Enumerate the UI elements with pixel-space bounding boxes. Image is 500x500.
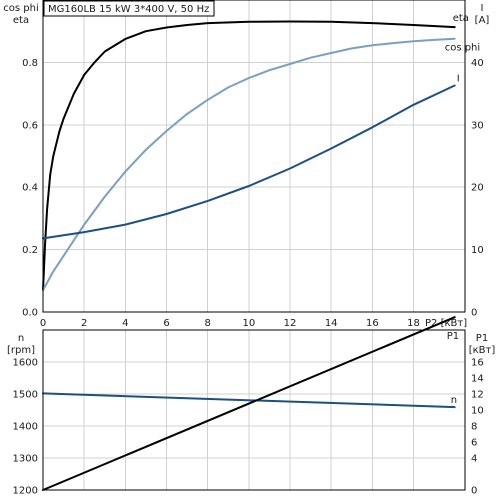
top-left-axis-title-line1: cos phi (3, 3, 38, 14)
top-grid (43, 0, 465, 312)
n-series-label: n (451, 395, 457, 406)
bottom-right-tick-label: 10 (471, 406, 484, 417)
bottom-right-tick-label: 6 (471, 438, 477, 449)
bottom-right-tick-label: 12 (471, 390, 484, 401)
bottom-left-axis-title-line1: n (18, 333, 24, 344)
x-axis-title: P2 [кВт] (425, 318, 467, 329)
bottom-right-tick-label: 14 (471, 374, 484, 385)
x-tick-label: 8 (204, 318, 210, 329)
bottom-left-tick-label: 1200 (13, 486, 38, 497)
top-curves: eta cos phi I (42, 13, 480, 292)
top-left-tick-label: 0.8 (22, 58, 38, 69)
bottom-plot-frame (42, 329, 466, 491)
x-tick-label: 12 (284, 318, 297, 329)
bottom-right-axis-title-line2: [кВт] (469, 345, 496, 356)
top-tick-labels: 0 2 4 6 8 10 12 14 16 18 0.0 0.2 0.4 0.6 0.8 0 10 20 30 40 (22, 58, 484, 329)
top-right-tick-label: 10 (471, 245, 484, 256)
top-plot-frame (42, 0, 466, 313)
cos-phi-series-label: cos phi (445, 43, 480, 54)
bottom-right-tick-label: 16 (471, 358, 484, 369)
top-right-tick-label: 0 (471, 308, 477, 319)
cos-phi-curve (42, 37, 456, 292)
eta-series-label: eta (453, 13, 469, 24)
bottom-curves: n P1 (42, 316, 459, 491)
eta-curve (42, 20, 456, 292)
x-tick-label: 0 (40, 318, 46, 329)
bottom-right-tick-label: 4 (471, 454, 477, 465)
p1-series-label: P1 (447, 331, 459, 342)
bottom-grid (42, 330, 465, 490)
x-tick-label: 16 (366, 318, 379, 329)
title-box (43, 0, 215, 17)
i-curve (42, 84, 456, 240)
bottom-right-tick-label: 8 (471, 422, 477, 433)
x-tick-label: 18 (407, 318, 420, 329)
bottom-right-tick-label: 0 (471, 486, 477, 497)
chart-title: MG160LB 15 kW 3*400 V, 50 Hz (48, 4, 209, 15)
x-tick-label: 6 (163, 318, 169, 329)
bottom-right-axis-title-line1: P1 (476, 333, 488, 344)
x-tick-label: 14 (325, 318, 338, 329)
bottom-tick-labels: 1200 1300 1400 1500 1600 0 4 6 8 10 12 14 16 (13, 358, 484, 497)
x-tick-label: 4 (122, 318, 128, 329)
top-left-tick-label: 0.2 (22, 245, 38, 256)
n-curve (42, 392, 456, 409)
bottom-left-tick-label: 1600 (13, 358, 38, 369)
bottom-left-tick-label: 1300 (13, 454, 38, 465)
bottom-left-tick-label: 1500 (13, 390, 38, 401)
top-right-tick-label: 40 (471, 58, 484, 69)
p1-curve (42, 316, 456, 491)
x-tick-label: 10 (242, 318, 255, 329)
top-left-axis-title-line2: eta (13, 15, 29, 26)
bottom-left-axis-title-line2: [rpm] (7, 345, 35, 356)
bottom-left-tick-label: 1400 (13, 422, 38, 433)
top-right-axis-title-line2: [A] (475, 15, 490, 26)
x-tick-label: 2 (81, 318, 87, 329)
top-left-tick-label: 0.6 (22, 120, 38, 131)
i-series-label: I (457, 73, 460, 84)
top-right-tick-label: 20 (471, 183, 484, 194)
bottom-panel: n P1 1200 1300 1400 1500 1600 0 4 6 8 10 12 14 16 n [… (7, 316, 496, 497)
top-right-tick-label: 30 (471, 120, 484, 131)
top-right-axis-title-line1: I (481, 3, 484, 14)
top-left-tick-label: 0.4 (22, 183, 38, 194)
top-left-tick-label: 0.0 (22, 308, 38, 319)
